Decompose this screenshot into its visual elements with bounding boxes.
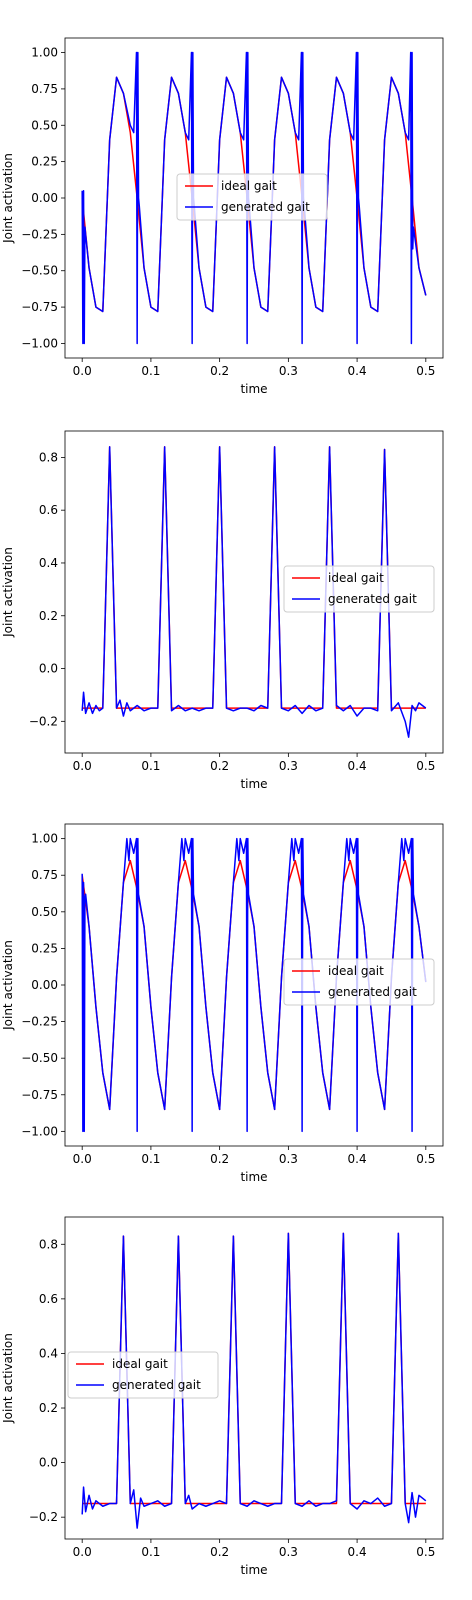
y-tick-label: −0.75 (21, 300, 58, 314)
x-tick-label: 0.2 (210, 1545, 229, 1559)
y-tick-label: 0.25 (31, 941, 58, 955)
legend: ideal gait generated gait (283, 565, 435, 613)
y-tick-label: 0.2 (39, 609, 58, 623)
chart-4: 0.0 0.1 0.2 0.3 0.4 0.5 −0.2 0.0 0.2 0.4 0.6 0.8 tim… (1, 1216, 444, 1577)
legend-box (283, 565, 435, 613)
legend: ideal gait generated gait (176, 173, 328, 221)
x-tick-label: 0.0 (73, 364, 92, 378)
x-tick-label: 0.5 (416, 364, 435, 378)
plot-area (81, 1232, 427, 1529)
y-tick-label: 0.00 (31, 978, 58, 992)
y-tick-label: −0.75 (21, 1088, 58, 1102)
x-tick-label: 0.1 (141, 364, 160, 378)
y-tick-label: 0.50 (31, 905, 58, 919)
x-tick-label: 0.2 (210, 759, 229, 773)
legend-label-ideal-gait: ideal gait (328, 571, 384, 585)
chart-2: 0.0 0.1 0.2 0.3 0.4 0.5 −0.2 0.0 0.2 0.4 0.6 0.8 tim… (1, 430, 444, 791)
legend-label-ideal-gait: ideal gait (112, 1357, 168, 1371)
x-tick-label: 0.0 (73, 1152, 92, 1166)
legend: ideal gait generated gait (67, 1351, 219, 1399)
x-tick-label: 0.3 (279, 1545, 298, 1559)
legend-label-ideal-gait: ideal gait (221, 179, 277, 193)
legend-box (67, 1351, 219, 1399)
x-tick-label: 0.1 (141, 1152, 160, 1166)
y-tick-label: 0.0 (39, 662, 58, 676)
x-tick-label: 0.0 (73, 759, 92, 773)
legend: ideal gait generated gait (283, 958, 435, 1006)
y-tick-label: −1.00 (21, 1124, 58, 1138)
legend-box (283, 958, 435, 1006)
x-axis-label: time (240, 1170, 267, 1184)
x-tick-label: 0.4 (348, 1152, 367, 1166)
chart-3: 0.0 0.1 0.2 0.3 0.4 0.5 −1.00 −0.75 −0.50 −0.25 0.… (1, 823, 444, 1184)
y-tick-label: 0.75 (31, 82, 58, 96)
x-tick-label: 0.5 (416, 1152, 435, 1166)
legend-box (176, 173, 328, 221)
x-tick-label: 0.4 (348, 364, 367, 378)
x-tick-label: 0.5 (416, 759, 435, 773)
y-tick-label: −1.00 (21, 336, 58, 350)
y-tick-label: 1.00 (31, 46, 58, 60)
y-tick-label: −0.50 (21, 264, 58, 278)
x-tick-label: 0.1 (141, 759, 160, 773)
legend-label-generated-gait: generated gait (112, 1378, 201, 1392)
chart-1: 0.0 0.1 0.2 0.3 0.4 0.5 −1.00 −0.75 −0.50 −0.25 0.… (1, 37, 444, 396)
series-line-generated-gait (81, 1232, 427, 1529)
y-tick-label: 0.4 (39, 1346, 58, 1360)
y-axis-label: Joint activation (1, 1333, 15, 1424)
x-tick-label: 0.4 (348, 1545, 367, 1559)
y-tick-label: 0.00 (31, 191, 58, 205)
y-tick-label: −0.2 (29, 714, 58, 728)
legend-label-generated-gait: generated gait (328, 592, 417, 606)
axes-frame (64, 1216, 444, 1540)
y-tick-label: −0.25 (21, 227, 58, 241)
y-tick-label: 0.0 (39, 1456, 58, 1470)
x-axis-label: time (240, 382, 267, 396)
x-tick-label: 0.5 (416, 1545, 435, 1559)
y-tick-label: 0.4 (39, 556, 58, 570)
x-tick-label: 0.2 (210, 364, 229, 378)
legend-label-ideal-gait: ideal gait (328, 964, 384, 978)
series-line-generated-gait (81, 446, 427, 738)
y-tick-label: 0.75 (31, 868, 58, 882)
x-tick-label: 0.3 (279, 364, 298, 378)
x-axis-label: time (240, 777, 267, 791)
x-axis-label: time (240, 1563, 267, 1577)
x-tick-label: 0.3 (279, 1152, 298, 1166)
x-tick-label: 0.3 (279, 759, 298, 773)
x-tick-label: 0.1 (141, 1545, 160, 1559)
plot-area (81, 446, 427, 738)
y-tick-label: 0.8 (39, 450, 58, 464)
x-tick-label: 0.2 (210, 1152, 229, 1166)
y-tick-label: 1.00 (31, 832, 58, 846)
y-tick-label: 0.6 (39, 1292, 58, 1306)
y-tick-label: −0.25 (21, 1015, 58, 1029)
y-axis-label: Joint activation (1, 153, 15, 244)
y-tick-label: 0.8 (39, 1237, 58, 1251)
series-line-generated-gait (81, 51, 427, 345)
y-tick-label: −0.2 (29, 1510, 58, 1524)
axes-frame (64, 430, 444, 754)
y-tick-label: 0.6 (39, 503, 58, 517)
plot-area (81, 51, 427, 345)
y-axis-label: Joint activation (1, 940, 15, 1031)
y-tick-label: −0.50 (21, 1051, 58, 1065)
y-tick-label: 0.2 (39, 1401, 58, 1415)
series-line-generated-gait (81, 837, 427, 1133)
x-tick-label: 0.4 (348, 759, 367, 773)
legend-label-generated-gait: generated gait (221, 200, 310, 214)
y-tick-label: 0.25 (31, 155, 58, 169)
legend-label-generated-gait: generated gait (328, 985, 417, 999)
x-tick-label: 0.0 (73, 1545, 92, 1559)
y-tick-label: 0.50 (31, 118, 58, 132)
y-axis-label: Joint activation (1, 547, 15, 638)
